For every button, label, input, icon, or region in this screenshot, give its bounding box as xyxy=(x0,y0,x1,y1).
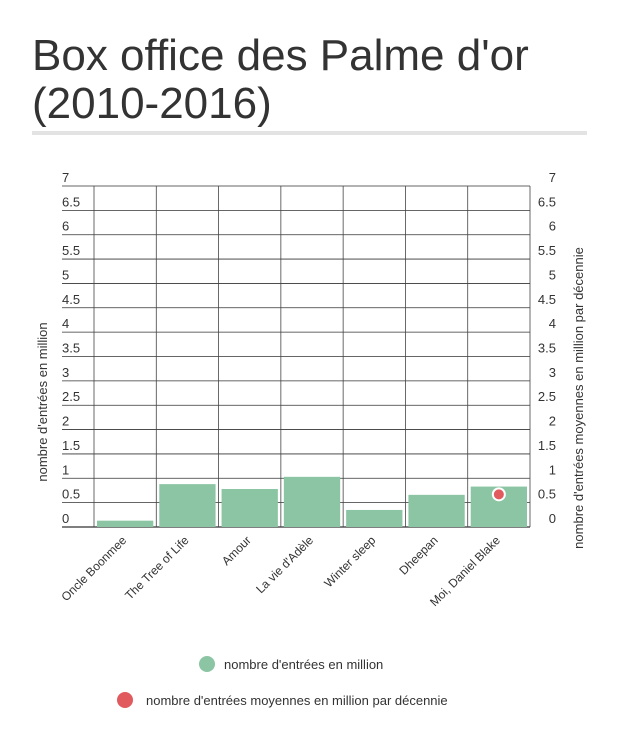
legend-label-points: nombre d'entrées moyennes en million par… xyxy=(146,693,448,708)
legend-swatch-bars xyxy=(199,656,215,672)
y-tick-label-left: 0 xyxy=(62,511,69,526)
y-tick-label-left: 2.5 xyxy=(62,389,80,404)
chart-title: Box office des Palme d'or (2010-2016) xyxy=(32,31,529,128)
x-tick-label: Oncle Boonmee xyxy=(59,533,130,604)
x-tick-label: Winter sleep xyxy=(321,533,378,590)
legend: nombre d'entrées en million nombre d'ent… xyxy=(117,656,448,708)
y-tick-label-right: 6.5 xyxy=(538,194,556,209)
grid-lines xyxy=(62,185,531,528)
y-tick-label-left: 6.5 xyxy=(62,194,80,209)
y-tick-label-right: 0 xyxy=(549,511,556,526)
y-tick-label-left: 2 xyxy=(62,414,69,429)
y-tick-label-left: 1 xyxy=(62,462,69,477)
bar-series xyxy=(97,476,527,527)
bar xyxy=(408,494,465,527)
data-point xyxy=(491,487,506,502)
y-tick-label-left: 3 xyxy=(62,365,69,380)
y-tick-label-right: 2 xyxy=(549,414,556,429)
y-tick-label-right: 1.5 xyxy=(538,438,556,453)
bar xyxy=(159,484,216,527)
y-tick-label-right: 1 xyxy=(549,462,556,477)
bar xyxy=(283,476,341,527)
y-tick-label-right: 3.5 xyxy=(538,341,556,356)
y-tick-label-left: 5 xyxy=(62,267,69,282)
y-tick-label-left: 1.5 xyxy=(62,438,80,453)
x-tick-label: La vie d'Adèle xyxy=(253,533,316,596)
y-tick-label-left: 5.5 xyxy=(62,243,80,258)
y-tick-label-right: 2.5 xyxy=(538,389,556,404)
bar xyxy=(346,509,403,527)
y-tick-label-right: 4.5 xyxy=(538,292,556,307)
y-tick-label-left: 4 xyxy=(62,316,69,331)
y-tick-label-right: 5.5 xyxy=(538,243,556,258)
y-tick-label-right: 4 xyxy=(549,316,556,331)
title-divider xyxy=(32,131,587,135)
y-tick-label-right: 7 xyxy=(549,170,556,185)
y-axis-left-ticks: 0 0.5 1 1.5 2 2.5 3 3.5 4 4.5 5 5.5 6 6.5 7 xyxy=(62,170,80,526)
y-axis-right-ticks: 0 0.5 1 1.5 2 2.5 3 3.5 4 4.5 5 5.5 6 6.5 7 xyxy=(538,170,556,526)
y-tick-label-right: 6 xyxy=(549,219,556,234)
y-tick-label-left: 0.5 xyxy=(62,487,80,502)
legend-label-bars: nombre d'entrées en million xyxy=(224,657,383,672)
point-series xyxy=(491,487,506,502)
y-tick-label-right: 5 xyxy=(549,267,556,282)
y-axis-left-title: nombre d'entrées en million xyxy=(35,322,50,481)
x-tick-label: Amour xyxy=(219,533,254,568)
bar xyxy=(221,489,278,527)
bar xyxy=(97,520,154,527)
y-tick-label-right: 3 xyxy=(549,365,556,380)
legend-swatch-points xyxy=(117,692,133,708)
y-tick-label-left: 3.5 xyxy=(62,341,80,356)
x-tick-label: Dheepan xyxy=(396,533,440,577)
x-tick-label: The Tree of Life xyxy=(122,533,192,603)
y-axis-right-title: nombre d'entrées moyennes en million par… xyxy=(571,247,586,549)
y-tick-label-left: 7 xyxy=(62,170,69,185)
y-tick-label-left: 4.5 xyxy=(62,292,80,307)
y-tick-label-right: 0.5 xyxy=(538,487,556,502)
y-tick-label-left: 6 xyxy=(62,219,69,234)
